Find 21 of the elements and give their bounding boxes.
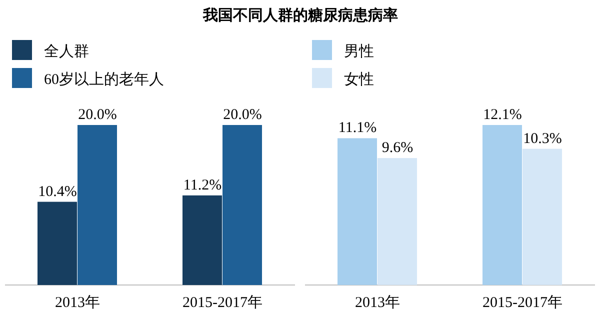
data-label: 20.0%	[78, 107, 117, 123]
x-tick-label: 2015-2017年	[482, 294, 562, 311]
data-label: 11.1%	[338, 120, 377, 136]
bar	[482, 125, 522, 285]
chart-title: 我国不同人群的糖尿病患病率	[202, 6, 398, 24]
data-label: 20.0%	[223, 107, 262, 123]
legend-label: 60岁以上的老年人	[44, 71, 164, 88]
bar	[522, 148, 562, 285]
data-label: 12.1%	[483, 107, 522, 123]
legend-label: 全人群	[44, 43, 89, 60]
bar	[338, 138, 377, 285]
legend-label: 女性	[344, 71, 374, 88]
data-label: 10.3%	[523, 130, 562, 147]
x-tick-label: 2015-2017年	[182, 294, 262, 311]
data-label: 9.6%	[382, 140, 414, 156]
data-label: 11.2%	[183, 177, 222, 194]
bar	[378, 158, 417, 285]
legend-label: 男性	[344, 43, 374, 60]
data-label: 10.4%	[38, 184, 77, 200]
x-tick-label: 2013年	[55, 294, 100, 311]
x-tick-label: 2013年	[355, 294, 400, 311]
